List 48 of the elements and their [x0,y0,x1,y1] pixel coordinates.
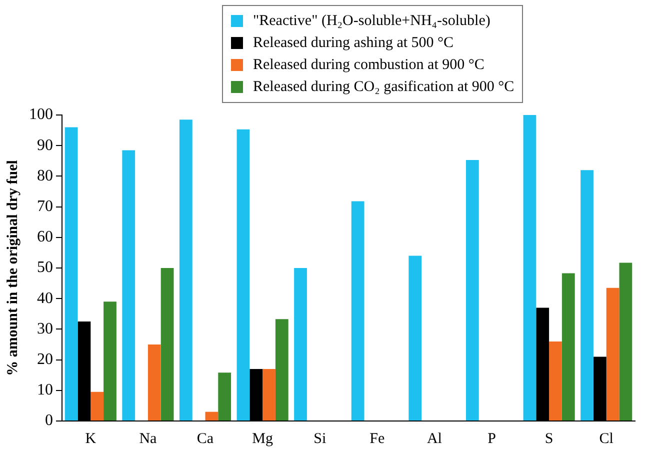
legend-label: Released during CO₂ gasification at 900 °C [253,78,514,97]
bar [179,120,192,420]
y-tick-label: 60 [37,228,53,246]
bar [160,268,174,420]
x-tick-label: Cl [599,430,614,447]
bar [466,160,479,420]
x-tick-label: Ca [196,430,214,447]
y-tick-label: 90 [37,136,53,154]
y-tick-label: 40 [37,290,53,307]
x-tick-label: Na [139,430,158,447]
x-tick-label: Mg [252,430,274,447]
y-tick-label: 20 [37,351,53,368]
bar [205,412,218,420]
legend-label: Released during combustion at 900 °C [253,56,484,75]
bar [619,262,632,420]
bar [64,127,78,420]
bar [236,129,250,420]
x-tick-label: S [544,430,554,447]
bar [218,372,232,420]
y-tick-label: 70 [37,198,53,216]
y-axis-title: % amount in the original dry fuel [4,160,21,376]
bar [104,302,116,420]
bar [562,273,575,420]
x-tick-label: Al [426,430,442,447]
bar [351,201,364,420]
bar [580,170,594,420]
bar [294,268,307,420]
x-tick-label: Fe [370,430,385,447]
bar [90,392,104,420]
bar [148,344,161,420]
y-tick-label: 80 [37,167,53,184]
y-tick-label: 100 [29,106,53,124]
bar [275,319,288,420]
y-tick-label: 30 [37,320,53,338]
y-tick-label: 50 [37,259,53,276]
legend-label: "Reactive" (H₂O-soluble+NH₄-soluble) [253,12,490,31]
x-tick-label: Si [314,430,326,447]
y-tick-label: 0 [45,412,53,430]
bar [408,256,422,420]
bar [122,150,136,420]
bar [523,115,536,420]
bar [606,288,620,420]
x-tick-label: K [85,430,96,447]
legend-label: Released during ashing at 500 °C [253,34,454,53]
x-tick-label: P [488,430,496,447]
y-tick-label: 10 [37,382,53,399]
bar [549,341,562,420]
bar [262,368,276,420]
